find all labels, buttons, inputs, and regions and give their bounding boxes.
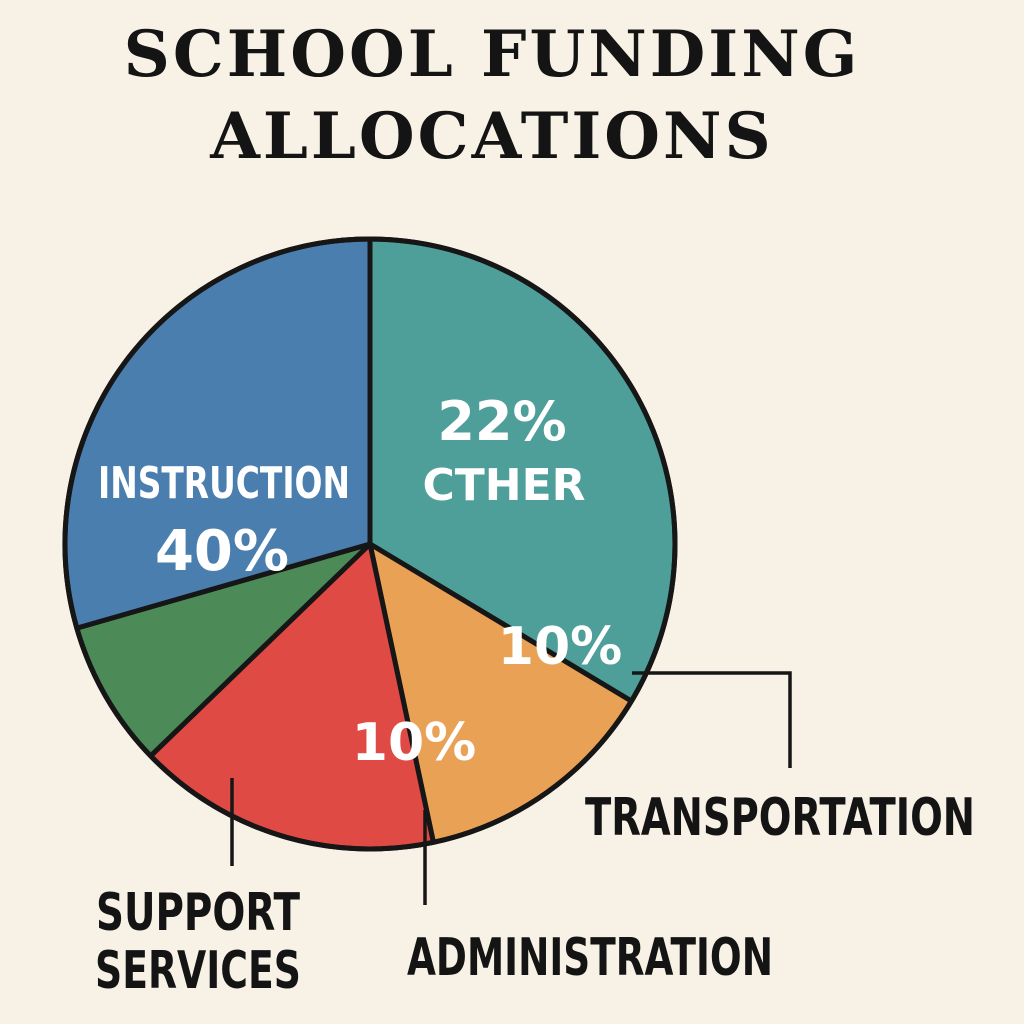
label-administration-name: ADMINISTRATION	[407, 928, 773, 988]
chart-title-line-1: SCHOOL FUNDING	[123, 17, 861, 92]
chart-title-line-2: ALLOCATIONS	[210, 99, 774, 174]
label-instruction-name: INSTRUCTION	[98, 458, 350, 509]
label-support-services-line-1: SUPPORT	[96, 883, 300, 943]
pie-outline	[62, 236, 678, 852]
label-other-name: CTHER	[422, 460, 585, 511]
label-support-services-line-2: SERVICES	[95, 941, 301, 1001]
chart-title: SCHOOL FUNDING ALLOCATIONS	[0, 14, 984, 178]
label-other-value: 22%	[437, 390, 566, 453]
label-transportation-value: 10%	[498, 617, 622, 677]
label-transportation-name: TRANSPORTATION	[585, 788, 975, 848]
leader-line-transportation	[632, 671, 792, 768]
label-administration-value: 10%	[352, 713, 476, 773]
label-instruction-value: 40%	[155, 519, 289, 584]
